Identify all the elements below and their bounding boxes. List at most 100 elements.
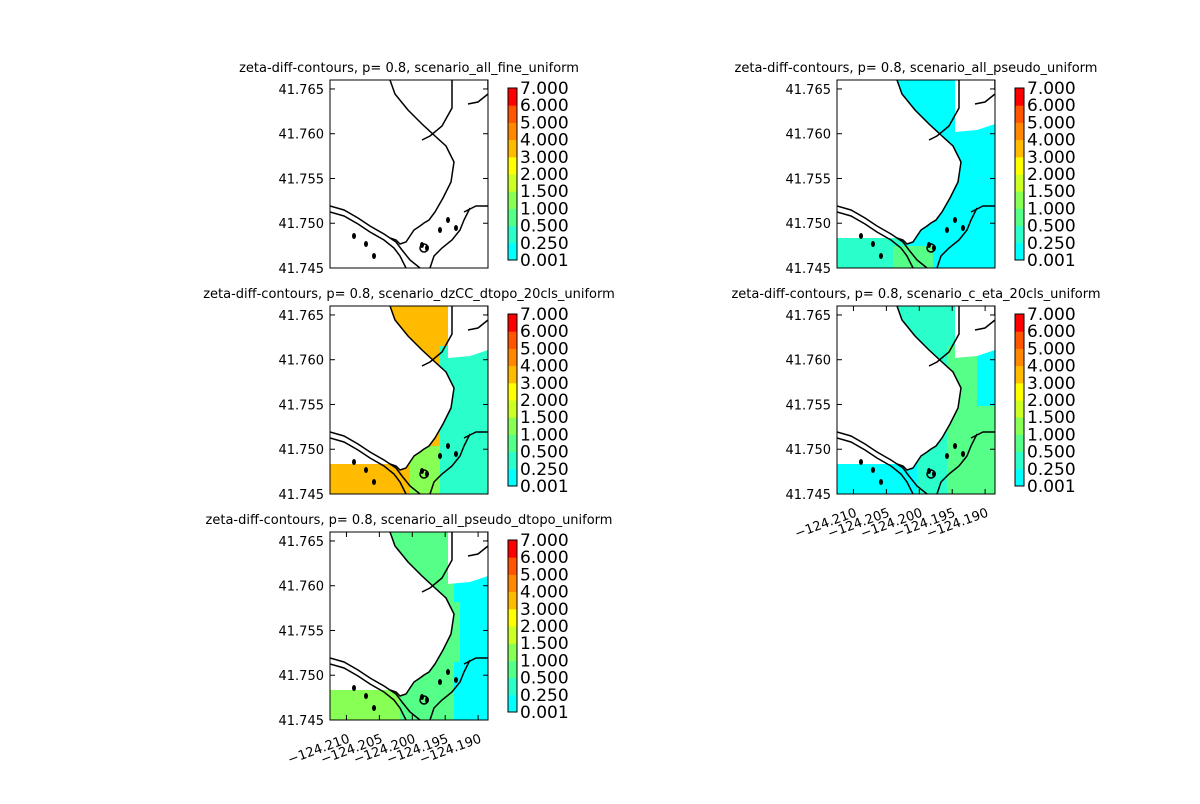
colorbar-label: 0.250 [520,234,569,254]
map-area [330,532,488,720]
colorbar-swatch [508,468,517,487]
colorbar: 0.0010.2500.5001.0001.5002.0003.0004.000… [1014,305,1076,497]
coastline [421,306,488,367]
colorbar-swatch [508,557,517,575]
y-tick-label: 41.755 [786,172,832,187]
island [454,677,458,683]
island [945,453,949,459]
island [419,243,429,253]
colorbar-label: 1.500 [520,408,569,428]
colorbar-label: 0.001 [520,703,569,723]
panel-4: zeta-diff-contours, p= 0.8, scenario_c_e… [731,287,1100,542]
colorbar-swatch [1015,174,1024,192]
colorbar-label: 0.500 [520,669,569,689]
colorbar-frame [507,313,518,487]
y-tick-label: 41.750 [279,217,325,232]
colorbar-swatch [1015,208,1024,227]
island [871,241,875,247]
panel-2: zeta-diff-contours, p= 0.8, scenario_all… [735,61,1098,277]
colorbar-swatch [508,156,517,175]
colorbar-label: 1.000 [1027,425,1076,445]
colorbar-label: 7.000 [1027,305,1076,325]
island [372,479,376,485]
colorbar-label: 5.000 [1027,113,1076,133]
y-tick-label: 41.760 [279,580,325,595]
land-mask [448,306,488,358]
island [953,217,957,223]
colorbar: 0.0010.2500.5001.0001.5002.0003.0004.000… [507,531,569,723]
map-area [837,306,995,494]
island [945,227,949,233]
coastline [389,306,455,471]
island [364,241,368,247]
y-tick-label: 41.745 [279,262,325,277]
map-area [330,80,488,268]
colorbar-swatch [508,382,517,401]
colorbar-label: 0.250 [520,686,569,706]
colorbar-label: 0.500 [520,443,569,463]
panel-title: zeta-diff-contours, p= 0.8, scenario_all… [206,513,613,528]
coastline [837,205,928,268]
y-tick-label: 41.765 [786,309,832,324]
colorbar-label: 1.500 [520,182,569,202]
coastline [389,80,455,245]
land-mask [330,532,454,696]
colorbar-swatch [508,591,517,610]
y-tick-label: 41.765 [786,83,832,98]
colorbar: 0.0010.2500.5001.0001.5002.0003.0004.000… [507,79,569,271]
island [961,225,965,231]
colorbar-swatch [1015,105,1024,123]
island [454,451,458,457]
colorbar-swatch [1015,468,1024,487]
colorbar-label: 7.000 [1027,79,1076,99]
coastline [936,205,995,268]
colorbar-frame [507,539,518,713]
island [446,443,450,449]
island [438,453,442,459]
y-tick-label: 41.765 [279,535,325,550]
colorbar-swatch [508,694,517,713]
colorbar-swatch [508,225,517,244]
island [446,217,450,223]
colorbar-swatch [508,174,517,192]
y-tick-label: 41.755 [279,398,325,413]
colorbar-swatch [508,540,517,558]
land-mask [448,532,488,584]
coastline [330,211,407,268]
y-tick-label: 41.755 [786,398,832,413]
coastline [421,80,488,141]
colorbar-label: 1.500 [1027,408,1076,428]
coastline [421,532,488,593]
coastline [429,205,488,268]
colorbar-label: 2.000 [1027,165,1076,185]
colorbar-swatch [508,314,517,332]
coastline [330,663,407,720]
colorbar-swatch [508,365,517,384]
colorbar-swatch [1015,314,1024,332]
panel-title: zeta-diff-contours, p= 0.8, scenario_c_e… [731,287,1100,302]
island [364,467,368,473]
coastline [330,205,421,268]
colorbar-label: 4.000 [520,583,569,603]
colorbar-label: 2.000 [520,617,569,637]
colorbar-label: 6.000 [1027,96,1076,116]
colorbar-swatch [508,191,517,209]
island [372,705,376,711]
colorbar-label: 1.000 [520,199,569,219]
colorbar-swatch [508,626,517,644]
island [352,459,356,465]
colorbar-swatch [508,122,517,141]
colorbar-swatch [1015,348,1024,367]
panel-5: zeta-diff-contours, p= 0.8, scenario_all… [206,513,613,768]
island [871,467,875,473]
coastline [389,532,455,697]
island [879,253,883,259]
map-area [837,80,995,268]
coastline [429,657,488,720]
colorbar-swatch [508,451,517,470]
y-tick-label: 41.765 [279,83,325,98]
land-mask [955,306,995,358]
colorbar-swatch [508,331,517,349]
colorbar-label: 3.000 [520,148,569,168]
